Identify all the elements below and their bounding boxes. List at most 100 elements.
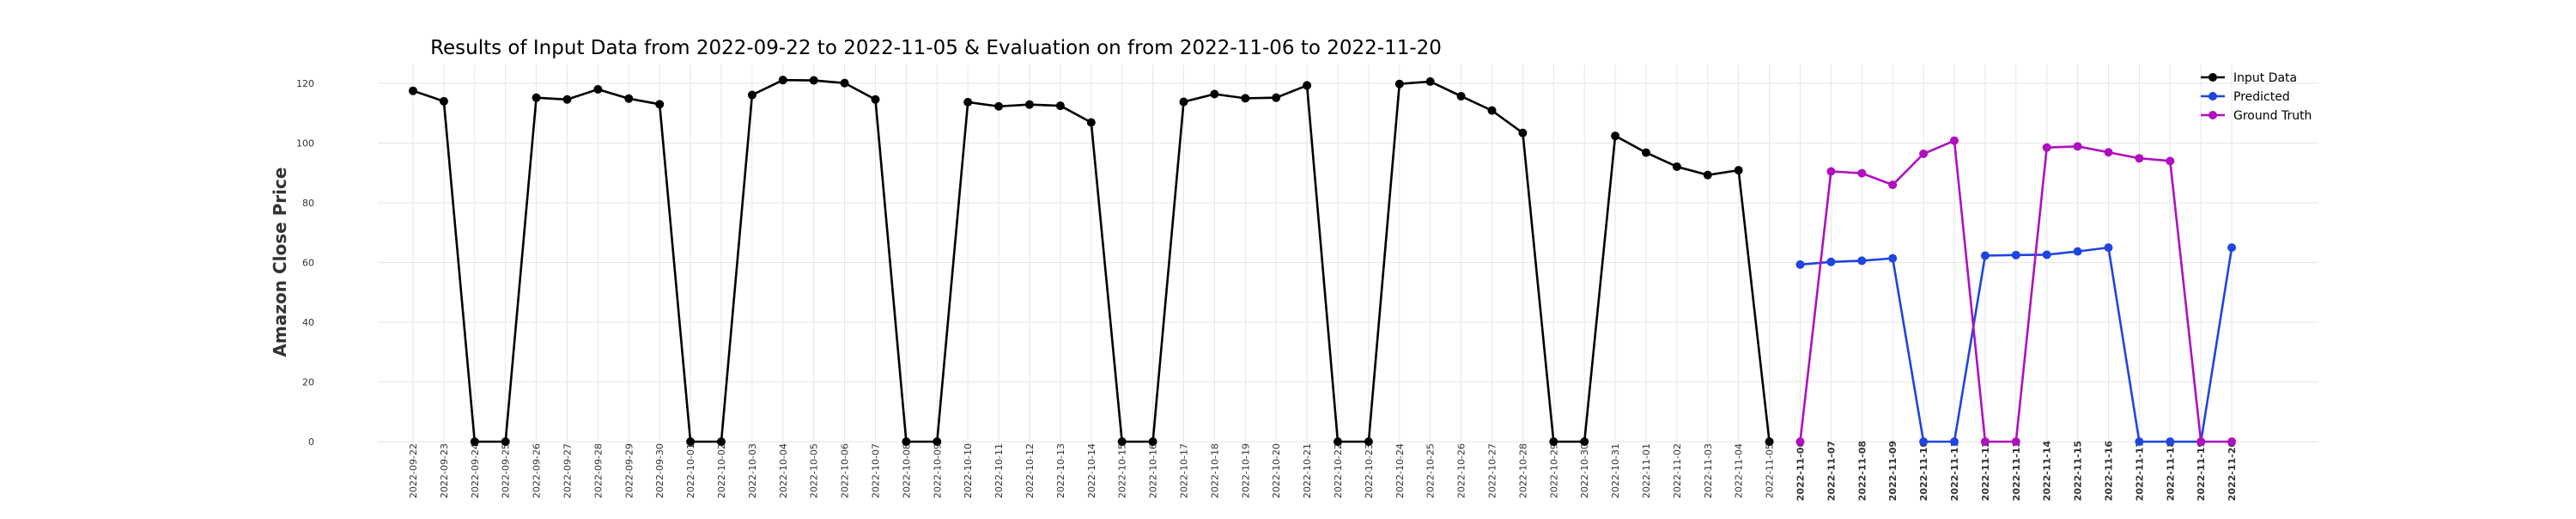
- x-tick-label: 2022-11-06: [1795, 440, 1807, 501]
- x-tick-label: 2022-11-12: [1980, 441, 1991, 501]
- x-tick-label: 2022-11-18: [2165, 441, 2176, 501]
- data-point: [532, 93, 541, 102]
- data-point: [933, 437, 942, 446]
- legend-item: Input Data: [2201, 71, 2297, 85]
- data-point: [686, 437, 696, 446]
- x-tick-label: 2022-11-05: [1765, 443, 1776, 498]
- x-tick-label: 2022-11-07: [1826, 441, 1837, 501]
- data-point: [655, 100, 665, 109]
- legend: Input Data Predicted Ground Truth: [2201, 71, 2312, 123]
- y-tick-label: 40: [302, 317, 314, 328]
- data-point: [1857, 168, 1867, 178]
- x-tick-label: 2022-11-16: [2104, 440, 2115, 501]
- data-point: [717, 437, 726, 446]
- x-tick-label: 2022-11-13: [2011, 441, 2022, 501]
- y-tick-label: 0: [308, 437, 314, 448]
- legend-item: Ground Truth: [2201, 109, 2312, 123]
- x-tick-label: 2022-11-03: [1703, 443, 1714, 498]
- data-point: [1795, 437, 1805, 446]
- data-point: [2227, 437, 2237, 446]
- data-point: [1919, 150, 1929, 159]
- x-tick-label: 2022-11-08: [1856, 441, 1868, 501]
- data-point: [2104, 148, 2113, 157]
- data-point: [1611, 131, 1620, 141]
- data-point: [1425, 76, 1435, 86]
- data-point: [840, 78, 849, 88]
- x-tick-label: 2022-10-09: [932, 443, 943, 498]
- x-tick-label: 2022-11-11: [1949, 441, 1960, 501]
- data-point: [1980, 437, 1990, 446]
- data-point: [1888, 180, 1898, 190]
- data-point: [2042, 250, 2051, 260]
- data-point: [1826, 257, 1836, 266]
- data-point: [1364, 437, 1373, 446]
- data-point: [1241, 94, 1250, 103]
- x-tick-label: 2022-10-12: [1024, 443, 1036, 498]
- data-point: [1025, 100, 1034, 109]
- series-layer: [409, 76, 2237, 446]
- x-tick-label: 2022-10-13: [1055, 443, 1066, 498]
- data-point: [439, 96, 448, 106]
- data-point: [2135, 154, 2144, 163]
- x-tick-label: 2022-10-18: [1209, 443, 1220, 498]
- data-point: [1549, 437, 1558, 446]
- data-point: [1980, 251, 1990, 260]
- x-tick-label: 2022-09-28: [592, 443, 604, 498]
- data-point: [1795, 260, 1805, 269]
- data-point: [1055, 101, 1065, 111]
- data-point: [1272, 93, 1281, 102]
- legend-label: Ground Truth: [2233, 109, 2312, 123]
- data-point: [1950, 136, 1959, 145]
- legend-swatch-marker: [2208, 73, 2217, 82]
- y-tick-label: 80: [302, 198, 314, 209]
- x-tick-label: 2022-11-01: [1641, 443, 1652, 498]
- data-point: [2042, 143, 2051, 152]
- data-point: [1950, 437, 1959, 446]
- data-point: [1487, 106, 1497, 115]
- series-ground-truth: [1795, 136, 2237, 446]
- x-tick-label: 2022-10-25: [1425, 443, 1437, 498]
- x-tick-label: 2022-09-23: [439, 443, 450, 498]
- x-tick-label: 2022-10-16: [1148, 443, 1159, 498]
- x-tick-label: 2022-09-25: [501, 443, 512, 498]
- x-tick-label: 2022-11-15: [2073, 441, 2084, 501]
- x-tick-label: 2022-10-05: [809, 443, 820, 498]
- series-input-data: [409, 76, 1774, 446]
- data-point: [1117, 437, 1127, 446]
- x-tick-label: 2022-10-21: [1302, 443, 1313, 498]
- data-point: [1303, 81, 1312, 90]
- x-tick-label: 2022-11-14: [2042, 440, 2053, 501]
- data-point: [1334, 437, 1342, 446]
- grid: [378, 64, 2318, 451]
- x-tick-label: 2022-11-19: [2196, 441, 2207, 501]
- x-tick-label: 2022-09-24: [470, 443, 481, 498]
- data-point: [871, 95, 880, 104]
- data-point: [409, 86, 417, 95]
- x-tick-label: 2022-10-19: [1240, 443, 1251, 498]
- x-tick-label: 2022-10-31: [1610, 443, 1621, 498]
- data-point: [470, 437, 479, 446]
- x-tick-label: 2022-11-10: [1918, 440, 1929, 501]
- y-axis-ticks: 0 20 40 60 80 100 120: [296, 78, 314, 448]
- data-point: [2104, 243, 2113, 253]
- data-point: [1210, 89, 1219, 99]
- legend-swatch-marker: [2208, 111, 2217, 119]
- data-point: [2011, 437, 2020, 446]
- x-tick-label: 2022-11-04: [1734, 443, 1745, 498]
- legend-item: Predicted: [2201, 90, 2290, 104]
- data-point: [1765, 437, 1774, 446]
- x-tick-label: 2022-10-29: [1548, 443, 1559, 498]
- x-tick-label: 2022-10-17: [1179, 443, 1190, 498]
- x-tick-label: 2022-10-27: [1487, 443, 1498, 498]
- legend-label: Predicted: [2233, 90, 2290, 104]
- x-tick-label: 2022-10-26: [1456, 443, 1467, 498]
- data-point: [1580, 437, 1589, 446]
- x-tick-label: 2022-10-14: [1086, 443, 1097, 498]
- x-tick-label: 2022-10-07: [871, 443, 882, 498]
- x-tick-label: 2022-10-30: [1579, 443, 1590, 498]
- data-point: [1642, 148, 1650, 157]
- data-point: [1826, 167, 1836, 176]
- data-point: [2166, 437, 2175, 446]
- data-point: [994, 101, 1004, 111]
